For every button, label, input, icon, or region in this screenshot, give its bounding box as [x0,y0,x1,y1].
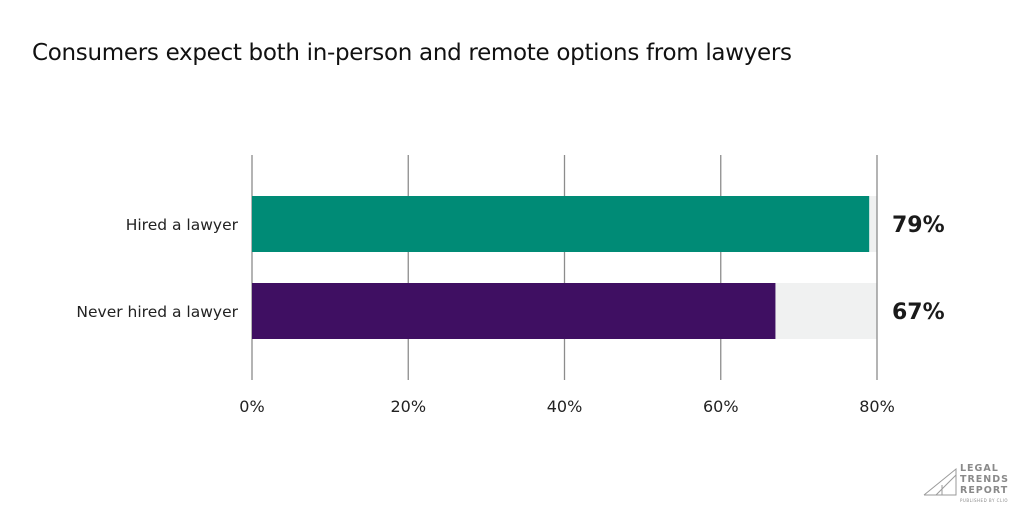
category-label: Never hired a lawyer [76,303,238,321]
logo-subtitle: PUBLISHED BY CLIO [960,498,1009,503]
chart-title: Consumers expect both in-person and remo… [32,40,792,66]
x-tick-label: 80% [859,397,895,416]
value-label: 67% [892,300,945,325]
x-tick-label: 20% [390,397,426,416]
bar-never-hired-a-lawyer [252,283,776,339]
x-tick-label: 60% [703,397,739,416]
legal-trends-report-logo: LEGAL TRENDS REPORT PUBLISHED BY CLIO [922,463,1022,508]
logo-line: TRENDS [960,474,1009,485]
logo-line: REPORT [960,485,1009,496]
value-label: 79% [892,213,945,238]
x-tick-label: 0% [239,397,264,416]
x-tick-label: 40% [547,397,583,416]
logo-triangle-icon [923,467,957,496]
category-label: Hired a lawyer [126,216,239,234]
bar-hired-a-lawyer [252,196,870,252]
logo-line: LEGAL [960,463,999,474]
